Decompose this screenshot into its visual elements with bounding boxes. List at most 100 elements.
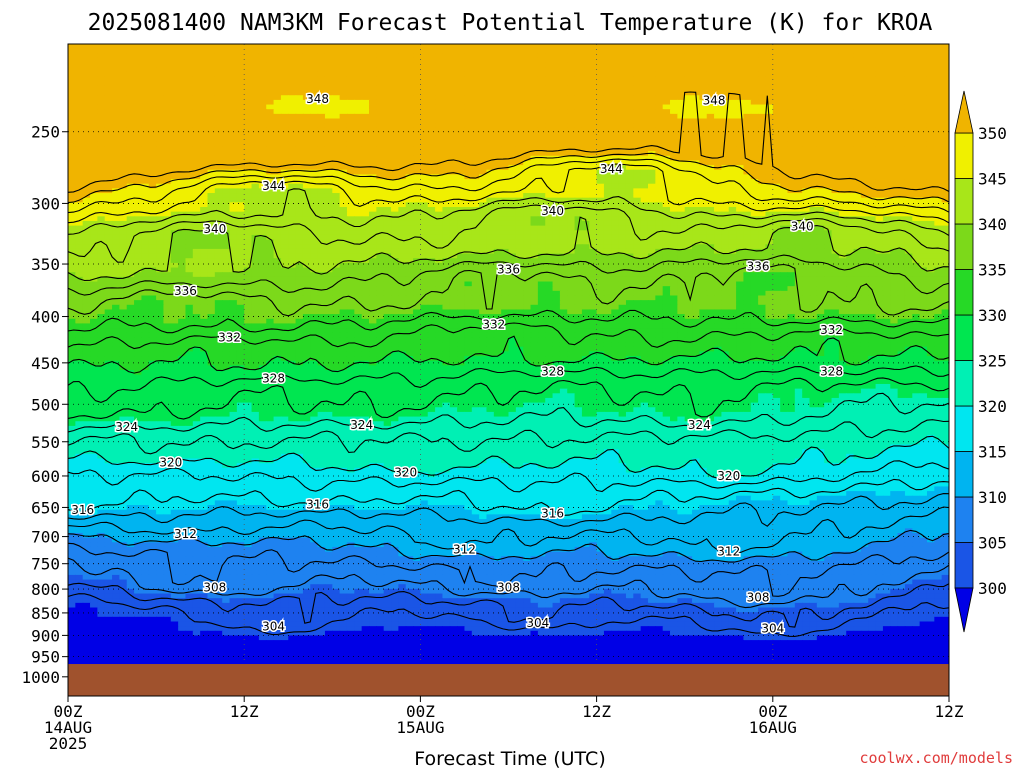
shade-cell bbox=[604, 91, 612, 96]
shade-cell bbox=[655, 44, 663, 49]
shade-cell bbox=[795, 123, 803, 128]
shade-cell bbox=[567, 63, 575, 68]
shade-cell bbox=[832, 105, 840, 110]
shade-cell bbox=[582, 193, 590, 198]
shade-cell bbox=[545, 114, 553, 119]
shade-cell bbox=[575, 86, 583, 91]
shade-cell bbox=[663, 58, 671, 63]
shade-cell bbox=[773, 137, 781, 142]
shade-cell bbox=[185, 53, 193, 58]
shade-cell bbox=[310, 67, 318, 72]
shade-cell bbox=[633, 119, 641, 124]
shade-cell bbox=[758, 81, 766, 86]
shade-cell bbox=[611, 44, 619, 49]
shade-cell bbox=[127, 165, 135, 170]
shade-cell bbox=[501, 72, 509, 77]
shade-cell bbox=[509, 235, 517, 240]
shade-cell bbox=[75, 109, 83, 114]
shade-cell bbox=[215, 53, 223, 58]
shade-cell bbox=[376, 114, 384, 119]
shade-cell bbox=[648, 188, 656, 193]
shade-cell bbox=[406, 146, 414, 151]
shade-cell bbox=[692, 216, 700, 221]
shade-cell bbox=[626, 179, 634, 184]
shade-cell bbox=[354, 207, 362, 212]
shade-cell bbox=[230, 119, 238, 124]
shade-cell bbox=[663, 81, 671, 86]
shade-cell bbox=[912, 165, 920, 170]
shade-cell bbox=[332, 67, 340, 72]
shade-cell bbox=[376, 128, 384, 133]
shade-cell bbox=[633, 109, 641, 114]
shade-cell bbox=[193, 63, 201, 68]
shade-cell bbox=[626, 72, 634, 77]
shade-cell bbox=[553, 235, 561, 240]
shade-cell bbox=[178, 193, 186, 198]
shade-cell bbox=[538, 193, 546, 198]
shade-cell bbox=[846, 193, 854, 198]
shade-cell bbox=[450, 179, 458, 184]
shade-cell bbox=[75, 179, 83, 184]
shade-cell bbox=[68, 105, 76, 110]
shade-cell bbox=[832, 132, 840, 137]
shade-cell bbox=[619, 221, 627, 226]
shade-cell bbox=[222, 207, 230, 212]
shade-cell bbox=[575, 119, 583, 124]
shade-cell bbox=[758, 146, 766, 151]
shade-cell bbox=[729, 72, 737, 77]
shade-cell bbox=[347, 91, 355, 96]
shade-cell bbox=[575, 184, 583, 189]
shade-cell bbox=[105, 49, 113, 54]
shade-cell bbox=[890, 44, 898, 49]
shade-cell bbox=[141, 105, 149, 110]
shade-cell bbox=[883, 226, 891, 231]
shade-cell bbox=[376, 146, 384, 151]
shade-cell bbox=[567, 212, 575, 217]
shade-cell bbox=[920, 72, 928, 77]
shade-cell bbox=[376, 132, 384, 137]
shade-cell bbox=[75, 63, 83, 68]
shade-cell bbox=[883, 128, 891, 133]
shade-cell bbox=[141, 100, 149, 105]
shade-cell bbox=[589, 216, 597, 221]
shade-cell bbox=[347, 151, 355, 156]
shade-cell bbox=[927, 146, 935, 151]
shade-cell bbox=[259, 123, 267, 128]
shade-cell bbox=[420, 114, 428, 119]
shade-cell bbox=[714, 109, 722, 114]
shade-cell bbox=[237, 77, 245, 82]
shade-cell bbox=[134, 63, 142, 68]
shade-cell bbox=[817, 123, 825, 128]
shade-cell bbox=[854, 146, 862, 151]
shade-cell bbox=[464, 216, 472, 221]
shade-cell bbox=[230, 72, 238, 77]
shade-cell bbox=[685, 128, 693, 133]
shade-cell bbox=[384, 58, 392, 63]
shade-cell bbox=[494, 160, 502, 165]
shade-cell bbox=[149, 137, 157, 142]
shade-cell bbox=[861, 221, 869, 226]
shade-cell bbox=[141, 77, 149, 82]
shade-cell bbox=[450, 49, 458, 54]
shade-cell bbox=[670, 58, 678, 63]
shade-cell bbox=[743, 53, 751, 58]
shade-cell bbox=[509, 193, 517, 198]
shade-cell bbox=[406, 216, 414, 221]
shade-cell bbox=[685, 86, 693, 91]
shade-cell bbox=[567, 72, 575, 77]
shade-cell bbox=[619, 128, 627, 133]
shade-cell bbox=[83, 53, 91, 58]
shade-cell bbox=[670, 49, 678, 54]
shade-cell bbox=[479, 128, 487, 133]
shade-cell bbox=[523, 63, 531, 68]
shade-cell bbox=[207, 142, 215, 147]
shade-cell bbox=[259, 91, 267, 96]
shade-cell bbox=[611, 156, 619, 161]
shade-cell bbox=[942, 170, 950, 175]
shade-cell bbox=[200, 151, 208, 156]
shade-cell bbox=[699, 81, 707, 86]
shade-cell bbox=[252, 207, 260, 212]
shade-cell bbox=[112, 100, 120, 105]
shade-cell bbox=[398, 49, 406, 54]
shade-cell bbox=[604, 77, 612, 82]
